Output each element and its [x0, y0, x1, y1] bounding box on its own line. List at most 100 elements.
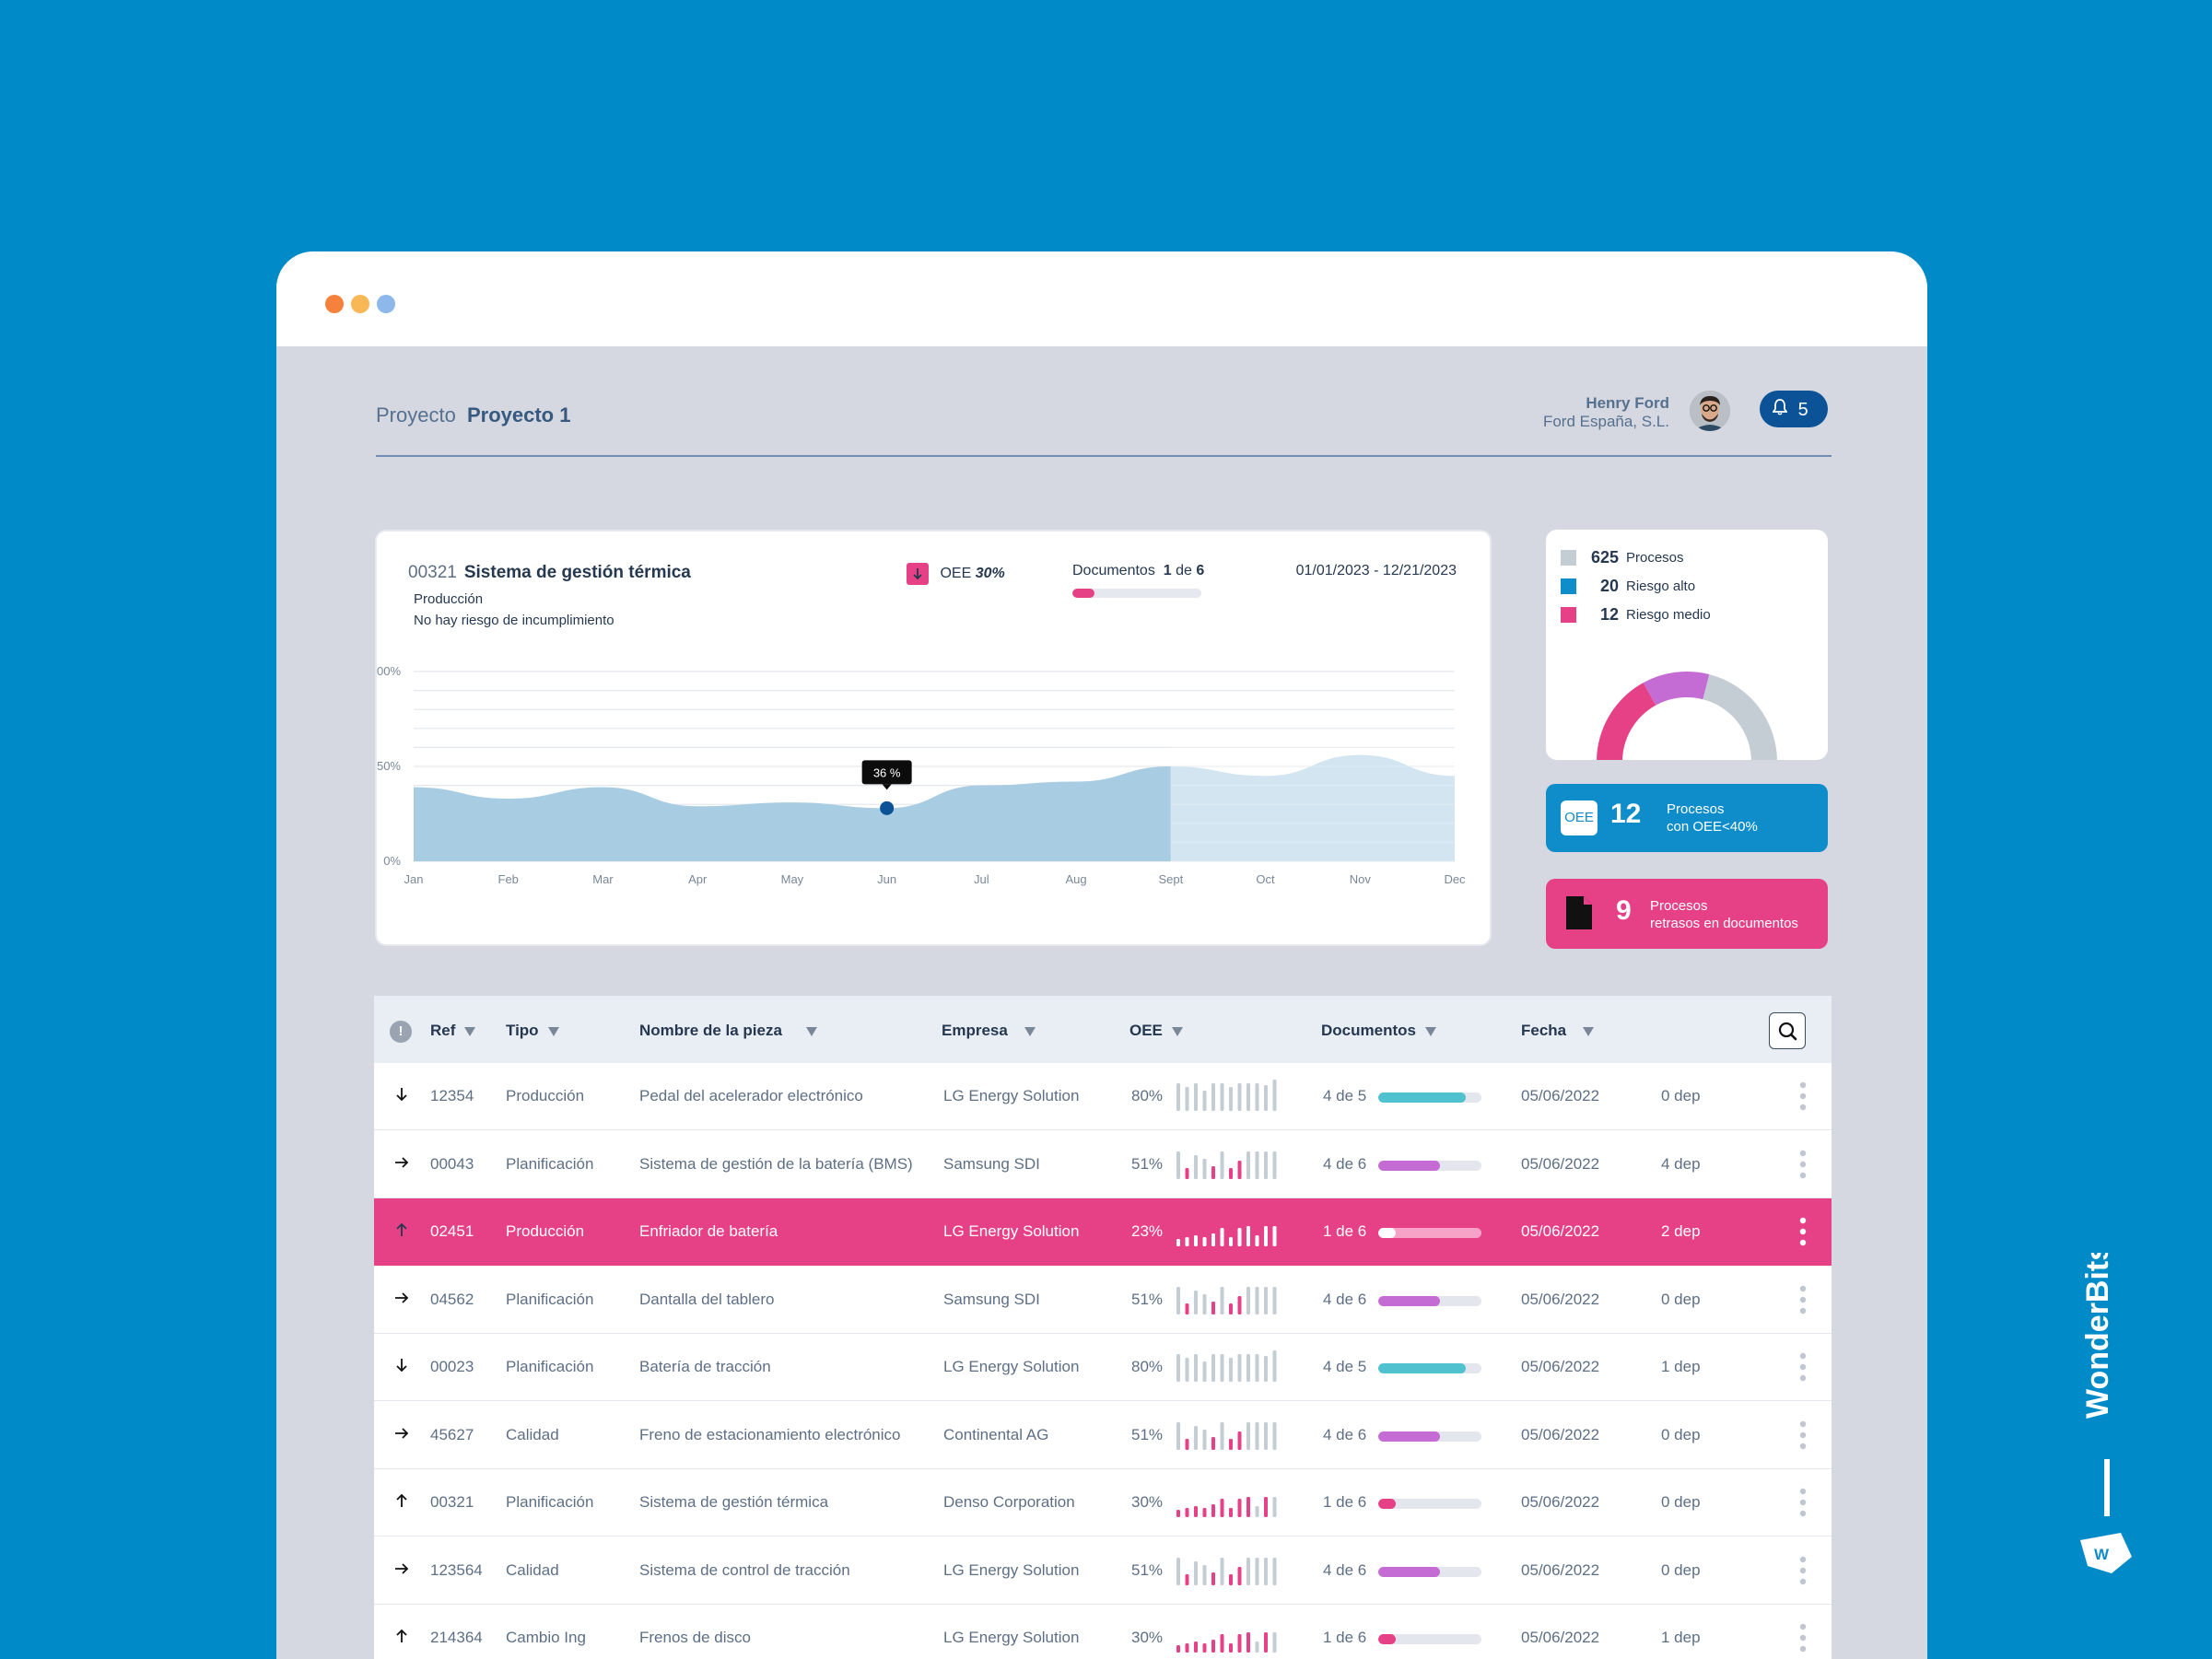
- spark-bar: [1194, 1083, 1198, 1111]
- docs-progress-bar: [1378, 1092, 1481, 1103]
- more-vertical-icon[interactable]: [1798, 1081, 1808, 1116]
- spark-bar: [1220, 1499, 1224, 1517]
- avatar[interactable]: [1690, 391, 1730, 431]
- warning-icon[interactable]: !: [390, 1021, 412, 1043]
- x-tick-label: Mar: [592, 872, 614, 886]
- header-name: Nombre de la pieza: [639, 1022, 782, 1039]
- oee-alert-card[interactable]: OEE 12 Procesos con OEE<40%: [1546, 784, 1828, 852]
- spark-bar: [1229, 1087, 1233, 1111]
- notifications-button[interactable]: 5: [1760, 391, 1828, 427]
- table-row[interactable]: 214364 Cambio Ing Frenos de disco LG Energy…: [374, 1605, 1832, 1659]
- cell-dep: 0 dep: [1661, 1493, 1701, 1511]
- sort-oee[interactable]: OEE: [1129, 1022, 1183, 1040]
- spark-bar: [1194, 1560, 1198, 1585]
- more-vertical-icon[interactable]: [1798, 1622, 1808, 1658]
- header-ref: Ref: [430, 1022, 456, 1039]
- process-meta: Producción No hay riesgo de incumplimien…: [414, 589, 614, 631]
- spark-bar: [1211, 1165, 1215, 1179]
- cell-tipo: Producción: [506, 1087, 585, 1104]
- cell-name: Sistema de gestión térmica: [639, 1493, 829, 1511]
- spark-bar: [1246, 1354, 1250, 1382]
- cell-oee: 51%: [1131, 1290, 1164, 1308]
- sort-ref[interactable]: Ref: [430, 1022, 476, 1040]
- spark-bar: [1237, 1354, 1242, 1382]
- spark-bar: [1185, 1358, 1189, 1382]
- docs-progress-bar: [1378, 1160, 1481, 1171]
- svg-text:36 %: 36 %: [873, 765, 901, 779]
- more-vertical-icon[interactable]: [1798, 1149, 1808, 1185]
- trend-right-icon: [392, 1288, 412, 1313]
- table-row[interactable]: 00023 Planificación Batería de tracción LG …: [374, 1334, 1832, 1401]
- cell-docs: 1 de 6: [1323, 1222, 1367, 1240]
- oee-area-chart: 0% 50% 100% Jan Feb Mar Apr May Jun Jul Aug Sept Oct…: [377, 664, 1466, 886]
- more-vertical-icon[interactable]: [1798, 1284, 1808, 1320]
- more-vertical-icon[interactable]: [1798, 1351, 1808, 1387]
- table-row[interactable]: 00321 Planificación Sistema de gestión tér…: [374, 1469, 1832, 1536]
- table-row[interactable]: 00043 Planificación Sistema de gestión de …: [374, 1131, 1832, 1198]
- docs-progress-fill: [1378, 1092, 1467, 1103]
- more-vertical-icon[interactable]: [1798, 1487, 1808, 1523]
- table-row[interactable]: 02451 Producción Enfriador de batería LG En…: [374, 1198, 1832, 1266]
- cell-empresa: LG Energy Solution: [943, 1358, 1080, 1375]
- sort-name[interactable]: Nombre de la pieza: [639, 1022, 817, 1040]
- maximize-dot[interactable]: [377, 295, 395, 313]
- oee-alert-number: 12: [1610, 799, 1642, 829]
- close-dot[interactable]: [325, 295, 344, 313]
- sort-tipo[interactable]: Tipo: [506, 1022, 559, 1040]
- title-bar: [276, 251, 1927, 346]
- spark-bar: [1176, 1151, 1180, 1179]
- docs-alert-line2: retrasos en documentos: [1650, 916, 1798, 931]
- trend-up-icon: [392, 1490, 412, 1515]
- spark-bar: [1176, 1645, 1180, 1653]
- spark-bar: [1264, 1356, 1268, 1382]
- cell-ref: 214364: [430, 1629, 483, 1646]
- docs-count: 1: [1163, 563, 1172, 578]
- project-name[interactable]: Proyecto 1: [466, 403, 571, 426]
- spark-bar: [1220, 1286, 1224, 1314]
- legend-label: Procesos: [1626, 550, 1684, 566]
- spark-bar: [1185, 1303, 1189, 1314]
- spark-bar: [1272, 1286, 1277, 1314]
- docs-alert-card[interactable]: 9 Procesos retrasos en documentos: [1546, 879, 1828, 949]
- trend-up-icon: [392, 1626, 412, 1651]
- oee-alert-line1: Procesos: [1667, 801, 1725, 817]
- legend-item: 12 Riesgo medio: [1561, 605, 1711, 625]
- cell-empresa: LG Energy Solution: [943, 1629, 1080, 1646]
- minimize-dot[interactable]: [351, 295, 369, 313]
- docs-progress-fill: [1378, 1160, 1441, 1171]
- cell-empresa: LG Energy Solution: [943, 1560, 1080, 1579]
- docs-progress-bar: [1378, 1499, 1481, 1509]
- x-tick-label: May: [781, 872, 804, 886]
- table-row[interactable]: 45627 Calidad Freno de estacionamiento ele…: [374, 1402, 1832, 1469]
- spark-bar: [1237, 1566, 1242, 1585]
- spark-bar: [1264, 1151, 1268, 1179]
- cell-name: Sistema de gestión de la batería (BMS): [639, 1154, 913, 1173]
- more-vertical-icon[interactable]: [1798, 1419, 1808, 1455]
- sort-down-icon: [1024, 1026, 1036, 1036]
- sort-empresa[interactable]: Empresa: [942, 1022, 1036, 1040]
- table-row[interactable]: 04562 Planificación Dantalla del tablero Sa…: [374, 1267, 1832, 1334]
- legend-swatch: [1561, 607, 1576, 623]
- chart-area-forecast: [1170, 754, 1455, 861]
- more-vertical-icon[interactable]: [1798, 1216, 1808, 1252]
- spark-bar: [1255, 1641, 1259, 1653]
- cell-fecha: 05/06/2022: [1521, 1560, 1600, 1579]
- docs-progress-bar: [1378, 1431, 1481, 1442]
- spark-bar: [1185, 1087, 1189, 1111]
- sort-fecha[interactable]: Fecha: [1521, 1022, 1595, 1040]
- table-row[interactable]: 123564 Calidad Sistema de control de tracc…: [374, 1537, 1832, 1605]
- arrow-down-icon: [907, 563, 929, 585]
- page-header: Proyecto Proyecto 1 Henry Ford Ford Espa…: [376, 383, 1832, 457]
- more-vertical-icon[interactable]: [1798, 1555, 1808, 1591]
- cell-ref: 45627: [430, 1425, 474, 1443]
- chart-highlight-point: [880, 800, 895, 815]
- cell-ref: 04562: [430, 1290, 474, 1308]
- search-button[interactable]: [1769, 1012, 1806, 1049]
- cell-empresa: Samsung SDI: [943, 1290, 1040, 1308]
- date-range[interactable]: 01/01/2023 - 12/21/2023: [1295, 563, 1457, 578]
- legend-number: 20: [1599, 577, 1619, 595]
- table-row[interactable]: 12354 Producción Pedal del acelerador elec…: [374, 1063, 1832, 1130]
- sort-docs[interactable]: Documentos: [1321, 1022, 1436, 1040]
- cell-docs: 4 de 5: [1323, 1087, 1367, 1104]
- spark-bar: [1246, 1226, 1250, 1246]
